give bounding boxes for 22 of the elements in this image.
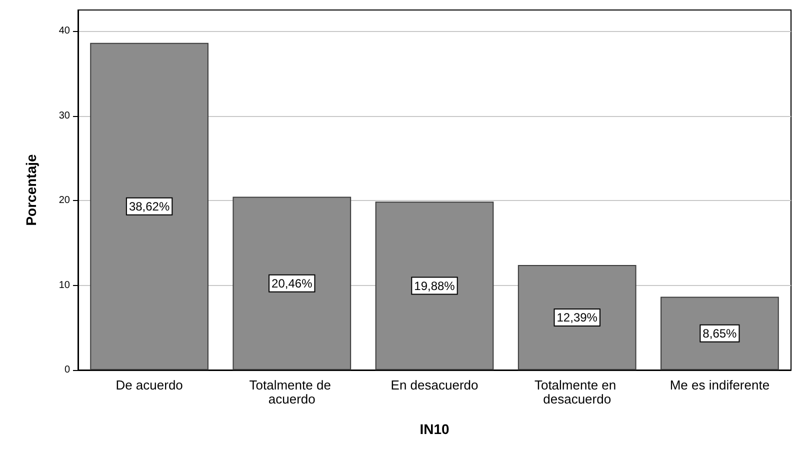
data-label: 19,88% bbox=[414, 278, 456, 293]
data-label: 12,39% bbox=[556, 310, 598, 325]
x-tick-label: Me es indiferente bbox=[670, 378, 770, 392]
data-label: 20,46% bbox=[272, 276, 313, 290]
x-axis-title: IN10 bbox=[420, 421, 450, 437]
y-tick-label: 40 bbox=[58, 26, 70, 37]
data-label: 8,65% bbox=[702, 326, 738, 340]
x-tick-label: De acuerdo bbox=[116, 378, 183, 392]
x-tick-label: Totalmente en desacuerdo bbox=[534, 378, 620, 406]
x-tick-label: En desacuerdo bbox=[390, 378, 478, 392]
x-tick-label: Totalmente de acuerdo bbox=[249, 378, 335, 406]
y-tick-label: 30 bbox=[58, 110, 70, 122]
y-tick-label: 20 bbox=[58, 195, 70, 206]
y-tick-label: 10 bbox=[58, 280, 70, 291]
y-axis-title: Porcentaje bbox=[23, 154, 39, 226]
bar bbox=[660, 296, 779, 370]
bar bbox=[375, 202, 494, 370]
data-label: 38,62% bbox=[128, 199, 170, 214]
bar bbox=[90, 42, 208, 370]
y-tick-label: 0 bbox=[64, 364, 70, 376]
bar bbox=[518, 265, 636, 370]
bar bbox=[232, 196, 352, 370]
